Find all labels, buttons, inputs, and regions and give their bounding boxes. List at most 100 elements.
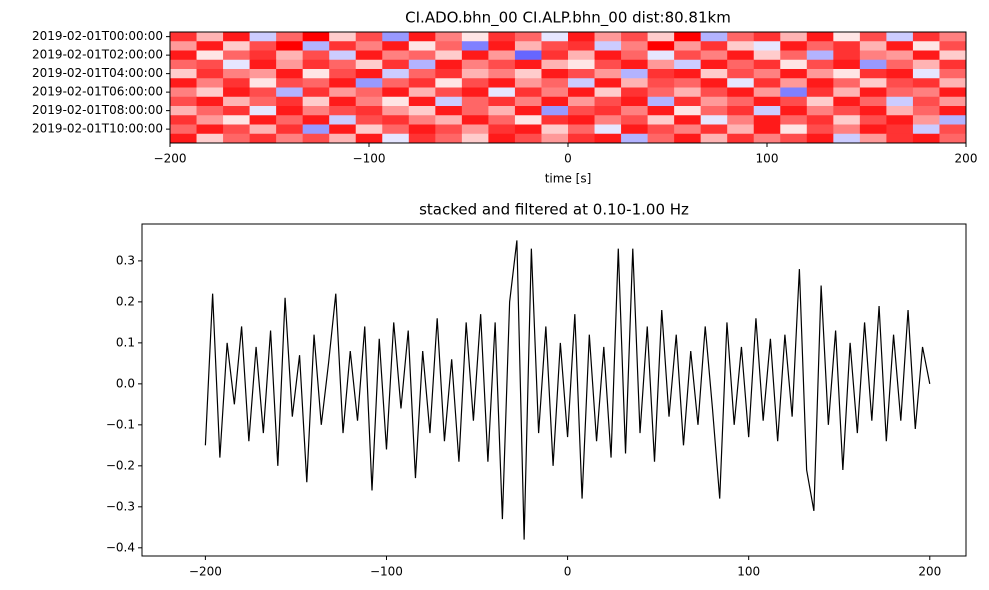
y-tick-label: 2019-02-01T08:00:00 [32, 103, 163, 117]
heatmap-cell [727, 133, 755, 144]
heatmap-cell [568, 133, 596, 144]
heatmap-cell [196, 115, 224, 125]
heatmap-cell [223, 124, 251, 135]
heatmap-cell [514, 78, 542, 88]
heatmap-cell [408, 115, 436, 125]
heatmap-cell [859, 96, 887, 107]
heatmap-cell [514, 115, 542, 125]
heatmap-cell [700, 115, 728, 125]
heatmap-cell [859, 41, 887, 51]
heatmap-cell [329, 50, 357, 61]
heatmap-cell [276, 32, 304, 42]
heatmap-cell [806, 87, 834, 98]
heatmap-cell [912, 87, 940, 98]
heatmap-cell [488, 133, 516, 144]
heatmap-cell [461, 96, 489, 107]
heatmap-cell [488, 115, 516, 125]
heatmap-cell [753, 115, 781, 125]
heatmap-cell [939, 106, 967, 116]
heatmap-cell [886, 96, 914, 107]
heatmap-cell [700, 106, 728, 116]
heatmap-cell [859, 106, 887, 116]
heatmap-cell [912, 69, 940, 79]
heatmap-cell [223, 106, 251, 116]
heatmap-cell [621, 50, 649, 61]
x-tick-label: 0 [564, 152, 572, 166]
heatmap-cell [806, 106, 834, 116]
heatmap-cell [700, 32, 728, 42]
heatmap-cell [355, 124, 383, 135]
heatmap-cell [621, 87, 649, 98]
heatmap-cell [170, 78, 198, 88]
heatmap-cell [727, 87, 755, 98]
heatmap-cell [329, 78, 357, 88]
heatmap-cell [514, 59, 542, 70]
y-tick-label: 2019-02-01T00:00:00 [32, 29, 163, 43]
heatmap-cell [488, 78, 516, 88]
heatmap-cell [170, 41, 198, 51]
heatmap-cell [806, 50, 834, 61]
heatmap-cell [196, 133, 224, 144]
heatmap-cell [302, 106, 330, 116]
heatmap-cell [674, 69, 702, 79]
heatmap-cell [541, 41, 569, 51]
y-tick-label: −0.2 [106, 458, 135, 472]
heatmap-cell [302, 124, 330, 135]
heatmap-cell [833, 106, 861, 116]
heatmap-cell [223, 96, 251, 107]
heatmap-cell [833, 115, 861, 125]
heatmap-cell [912, 32, 940, 42]
heatmap-cell [886, 115, 914, 125]
heatmap-cell [621, 96, 649, 107]
heatmap-cell [461, 106, 489, 116]
heatmap-cell [753, 59, 781, 70]
heatmap-cell [727, 41, 755, 51]
heatmap-cell [408, 87, 436, 98]
y-tick-label: −0.1 [106, 417, 135, 431]
heatmap-cell [541, 96, 569, 107]
heatmap-cell [435, 124, 463, 135]
heatmap-cell [196, 32, 224, 42]
heatmap-cell [382, 32, 410, 42]
heatmap-cell [939, 41, 967, 51]
y-tick-label: 0.3 [116, 253, 135, 267]
heatmap-cell [806, 133, 834, 144]
heatmap-cell [806, 96, 834, 107]
heatmap-cell [302, 59, 330, 70]
heatmap-cell [833, 41, 861, 51]
heatmap-cell [302, 41, 330, 51]
heatmap-cell [382, 124, 410, 135]
heatmap-cell [382, 115, 410, 125]
heatmap-cell [780, 59, 808, 70]
heatmap-cell [170, 32, 198, 42]
heatmap-cell [223, 78, 251, 88]
heatmap-cell [647, 59, 675, 70]
heatmap-cell [700, 78, 728, 88]
heatmap-cell [753, 78, 781, 88]
x-tick-label: −100 [370, 565, 403, 579]
heatmap-cell [355, 69, 383, 79]
heatmap-cell [753, 96, 781, 107]
heatmap-cell [249, 59, 277, 70]
heatmap-cell [196, 87, 224, 98]
heatmap-cell [833, 59, 861, 70]
heatmap-cell [912, 124, 940, 135]
heatmap-cell [806, 69, 834, 79]
heatmap-cell [355, 78, 383, 88]
x-tick-label: 200 [955, 152, 978, 166]
heatmap-cell [886, 32, 914, 42]
heatmap-cell [514, 69, 542, 79]
heatmap-cell [753, 32, 781, 42]
heatmap-cell [621, 106, 649, 116]
heatmap-cell [674, 87, 702, 98]
heatmap-cell [912, 41, 940, 51]
heatmap-cell [700, 50, 728, 61]
heatmap-cell [223, 69, 251, 79]
heatmap-cell [329, 87, 357, 98]
heatmap-cell [170, 133, 198, 144]
heatmap-cell [329, 133, 357, 144]
heatmap-cell [594, 41, 622, 51]
heatmap-cell [488, 59, 516, 70]
heatmap-cell [488, 96, 516, 107]
heatmap-cell [249, 115, 277, 125]
